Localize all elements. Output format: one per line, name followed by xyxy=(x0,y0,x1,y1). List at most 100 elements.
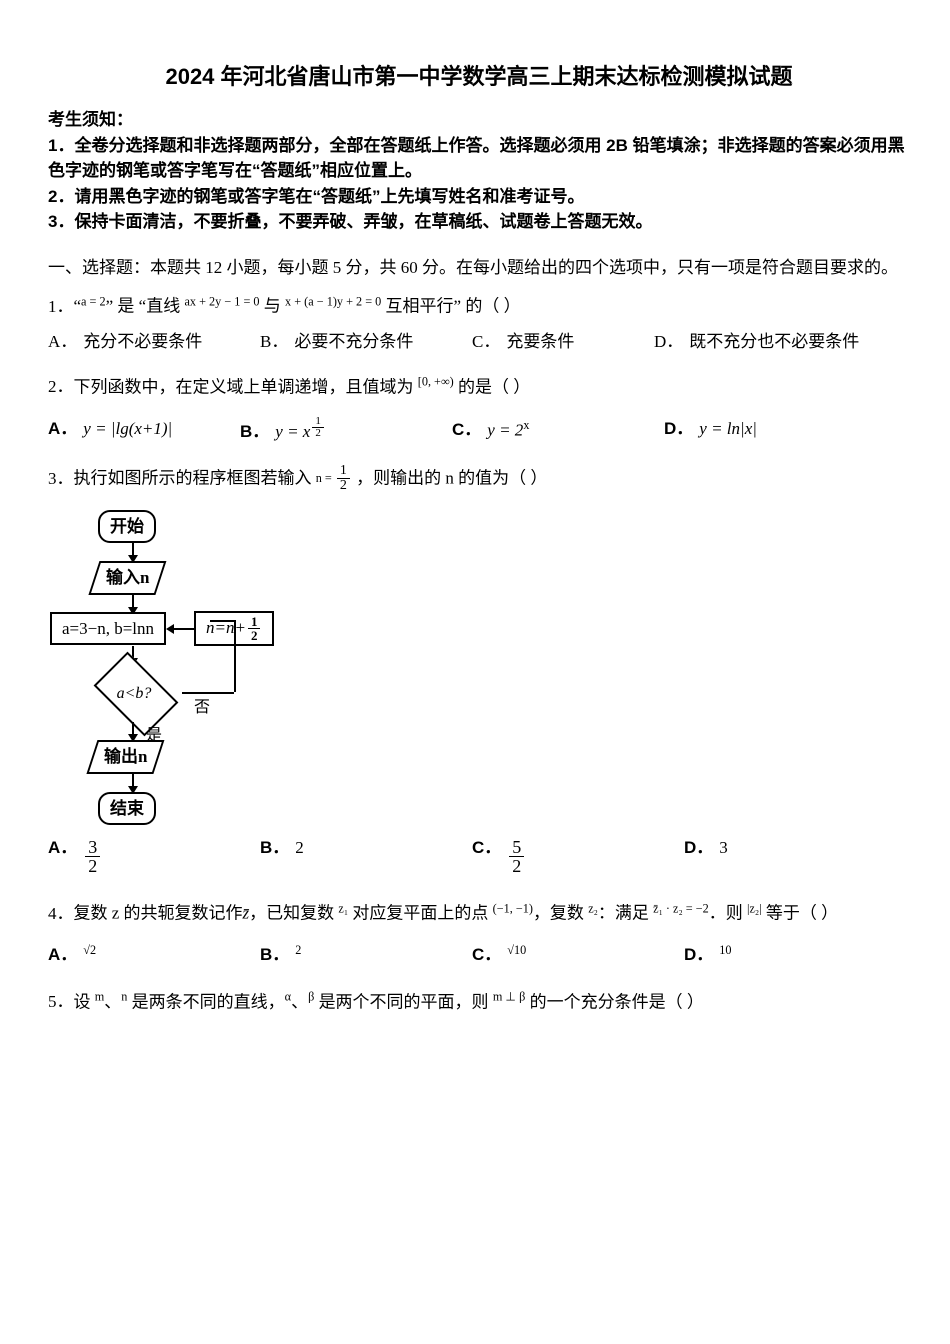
q4-z2: z₂ xyxy=(588,901,598,915)
q1-mid3: 互相平行” 的（ ） xyxy=(381,297,520,316)
opt-d-label: D． xyxy=(684,835,713,861)
opt-c-label: C． xyxy=(452,417,481,443)
q5-t4: 的一个充分条件是（ ） xyxy=(525,992,704,1011)
exam-title: 2024 年河北省唐山市第一中学数学高三上期末达标检测模拟试题 xyxy=(48,60,910,93)
question-3: 3． 执行如图所示的程序框图若输入 n = 12 ，则输出的 n 的值为（ ） xyxy=(48,464,910,495)
fc-assign: a=3−n, b=lnn xyxy=(50,612,166,646)
q2-tail: 的是（ ） xyxy=(454,377,531,396)
q3-number: 3． xyxy=(48,466,74,492)
q2-opt-a: A．y = |lg(x+1)| xyxy=(48,416,228,444)
q4-b-text: 2 xyxy=(295,943,301,957)
q4-d-text: 10 xyxy=(719,943,731,957)
opt-a-label: A． xyxy=(48,329,77,355)
q2-stem: 下列函数中，在定义域上单调递增，且值域为 xyxy=(74,377,418,396)
q4-c-text: √10 xyxy=(507,943,526,957)
q3-stem1: 执行如图所示的程序框图若输入 xyxy=(74,469,316,488)
q3-n-eq: n = 12 xyxy=(316,473,356,492)
q5-number: 5． xyxy=(48,989,74,1015)
q5-t1: 设 xyxy=(74,992,95,1011)
q1-line1: ax + 2y − 1 = 0 xyxy=(184,294,259,308)
opt-d-label: D． xyxy=(684,942,713,968)
q4-t5: ：满足 xyxy=(598,904,653,923)
q4-t6: ．则 xyxy=(709,904,747,923)
question-2: 2． 下列函数中，在定义域上单调递增，且值域为 [0, +∞) 的是（ ） xyxy=(48,373,910,400)
q4-a-text: √2 xyxy=(83,943,96,957)
q2-opt-c: C．y = 2x xyxy=(452,416,652,444)
q4-t1: 复数 z 的共轭复数记作 xyxy=(74,904,243,923)
opt-a-label: A． xyxy=(48,416,77,442)
q3-opt-d: D．3 xyxy=(684,835,884,875)
q3-b-text: 2 xyxy=(295,835,304,861)
q2-b-base: y = x xyxy=(275,422,310,441)
q2-c-base: y = 2 xyxy=(487,420,523,439)
q2-b-exp-den: 2 xyxy=(312,428,324,439)
opt-b-label: B． xyxy=(260,835,289,861)
q2-text: 下列函数中，在定义域上单调递增，且值域为 [0, +∞) 的是（ ） xyxy=(74,373,531,400)
q4-abs: |z₂| xyxy=(747,901,762,915)
q1-a-text: 充分不必要条件 xyxy=(83,329,202,355)
q2-options: A．y = |lg(x+1)| B． y = x12 C．y = 2x D．y … xyxy=(48,416,910,444)
opt-b-label: B． xyxy=(260,942,289,968)
q1-number: 1． xyxy=(48,294,74,320)
q3-opt-a: A． 32 xyxy=(48,835,248,875)
fc-condition: a<b? xyxy=(86,664,182,720)
fc-update-num: 1 xyxy=(248,615,261,629)
q3-a-num: 3 xyxy=(85,838,100,857)
q3-d-text: 3 xyxy=(719,835,728,861)
opt-b-label: B． xyxy=(240,419,269,445)
q2-opt-b: B． y = x12 xyxy=(240,416,440,444)
flowchart: 开始 输入n a=3−n, b=lnn n=n+12 a<b? 否 是 输出n xyxy=(86,510,910,826)
fc-input-text: 输入n xyxy=(106,565,149,591)
fc-end: 结束 xyxy=(98,792,156,826)
q5-text: 设 m、n 是两条不同的直线，α、β 是两个不同的平面，则 m ⊥ β 的一个充… xyxy=(74,988,704,1015)
question-5: 5． 设 m、n 是两条不同的直线，α、β 是两个不同的平面，则 m ⊥ β 的… xyxy=(48,988,910,1015)
q4-t7: 等于（ ） xyxy=(762,904,839,923)
q5-sep2: 、 xyxy=(291,992,308,1011)
q3-stem2: ，则输出的 n 的值为（ ） xyxy=(356,469,547,488)
q3-opt-c: C． 52 xyxy=(472,835,672,875)
fc-input: 输入n xyxy=(89,561,167,595)
q3-opt-b: B．2 xyxy=(260,835,460,875)
q4-opt-b: B． 2 xyxy=(260,941,460,968)
q4-z1: z₁ xyxy=(338,901,348,915)
q1-line2: x + (a − 1)y + 2 = 0 xyxy=(285,294,381,308)
fc-update-den: 2 xyxy=(248,629,261,642)
q5-rel: m ⊥ β xyxy=(493,990,526,1004)
opt-c-label: C． xyxy=(472,835,501,861)
opt-d-label: D． xyxy=(664,416,693,442)
q4-t3: 对应复平面上的点 xyxy=(348,904,493,923)
q1-condition: a = 2 xyxy=(81,294,106,308)
q2-b-exp-num: 1 xyxy=(312,416,324,428)
question-1: 1． “a = 2” 是 “直线 ax + 2y − 1 = 0 与 x + (… xyxy=(48,292,910,319)
q4-opt-c: C． √10 xyxy=(472,941,672,968)
notice-header: 考生须知： xyxy=(48,107,910,133)
q2-c-text: y = 2x xyxy=(487,416,529,443)
fc-assign-row: a=3−n, b=lnn n=n+12 xyxy=(86,611,910,647)
fc-output: 输出n xyxy=(87,740,165,774)
q1-c-text: 充要条件 xyxy=(506,329,574,355)
q3-c-num: 5 xyxy=(509,838,524,857)
q2-c-exp: x xyxy=(523,418,529,432)
q5-t2: 是两条不同的直线， xyxy=(127,992,284,1011)
opt-c-label: C． xyxy=(472,329,500,355)
q1-opt-b: B．必要不充分条件 xyxy=(260,329,460,355)
q3-c-den: 2 xyxy=(509,857,524,875)
q4-text: 复数 z 的共轭复数记作z̄，已知复数 z₁ 对应复平面上的点 (−1, −1)… xyxy=(74,899,839,926)
q3-a-den: 2 xyxy=(85,857,100,875)
question-4: 4． 复数 z 的共轭复数记作z̄，已知复数 z₁ 对应复平面上的点 (−1, … xyxy=(48,899,910,926)
q4-number: 4． xyxy=(48,901,74,927)
q1-options: A．充分不必要条件 B．必要不充分条件 C．充要条件 D．既不充分也不必要条件 xyxy=(48,329,910,355)
q4-t2: ，已知复数 xyxy=(249,904,338,923)
q4-opt-d: D． 10 xyxy=(684,941,884,968)
q4-t4: ，复数 xyxy=(533,904,588,923)
notice-line-1: 1．全卷分选择题和非选择题两部分，全部在答题纸上作答。选择题必须用 2B 铅笔填… xyxy=(48,133,910,184)
q1-mid1: ” 是 “直线 xyxy=(106,297,185,316)
q2-b-text: y = x12 xyxy=(275,416,326,444)
q1-text: “a = 2” 是 “直线 ax + 2y − 1 = 0 与 x + (a −… xyxy=(74,292,521,319)
fc-output-text: 输出n xyxy=(104,744,147,770)
fc-cond-text: a<b? xyxy=(86,682,182,706)
q4-point: (−1, −1) xyxy=(493,901,533,915)
q1-quote-open: “ xyxy=(74,297,82,316)
opt-c-label: C． xyxy=(472,942,501,968)
q1-opt-c: C．充要条件 xyxy=(472,329,642,355)
